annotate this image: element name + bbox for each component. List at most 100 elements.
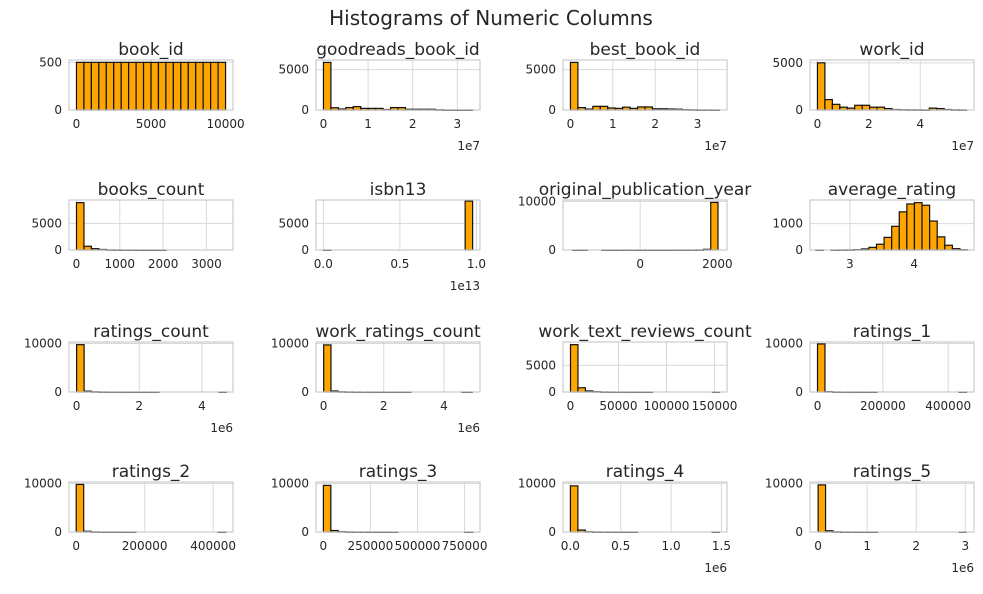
histogram-bar bbox=[166, 62, 173, 110]
histogram-bar bbox=[77, 345, 84, 392]
x-tick-label: 400000 bbox=[190, 539, 236, 553]
y-tick-label: 5000 bbox=[772, 56, 803, 70]
axes-frame bbox=[69, 482, 233, 532]
y-tick-label: 0 bbox=[54, 385, 62, 399]
x-offset-label: 1e7 bbox=[457, 139, 480, 153]
histogram-bar bbox=[114, 62, 121, 110]
histogram-bar bbox=[832, 104, 839, 110]
histogram-bar bbox=[158, 62, 165, 110]
axes-frame bbox=[563, 482, 727, 532]
y-tick-label: 0 bbox=[548, 385, 556, 399]
histogram-bar bbox=[922, 205, 930, 250]
axes-frame bbox=[316, 482, 480, 532]
histogram-bar bbox=[818, 344, 825, 392]
histogram-bar bbox=[578, 388, 585, 392]
x-tick-label: 3 bbox=[694, 117, 702, 131]
subplot-title: average_rating bbox=[828, 180, 956, 200]
axes-frame bbox=[563, 60, 727, 110]
x-offset-label: 1e6 bbox=[951, 561, 974, 575]
y-tick-label: 10000 bbox=[24, 336, 62, 350]
subplot-title: ratings_3 bbox=[359, 462, 438, 482]
histogram-bar bbox=[76, 484, 83, 532]
x-tick-label: 1.0 bbox=[662, 539, 681, 553]
axes-frame bbox=[810, 60, 974, 110]
histogram-bar bbox=[862, 105, 869, 110]
histogram-bar bbox=[817, 63, 824, 110]
histogram-bar bbox=[899, 212, 907, 250]
y-tick-label: 0 bbox=[301, 103, 309, 117]
y-tick-label: 10000 bbox=[271, 336, 309, 350]
histogram-bar bbox=[91, 62, 98, 110]
histogram-bar bbox=[218, 62, 225, 110]
axes-frame bbox=[69, 200, 233, 250]
x-tick-label: 100000 bbox=[644, 399, 690, 413]
y-tick-label: 0 bbox=[548, 525, 556, 539]
y-tick-label: 0 bbox=[301, 525, 309, 539]
histogram-bar bbox=[907, 204, 915, 250]
histogram-bar bbox=[570, 345, 577, 392]
histogram-bar bbox=[825, 100, 832, 110]
histogram-bar bbox=[323, 62, 330, 110]
x-tick-label: 0 bbox=[636, 257, 644, 271]
x-tick-label: 50000 bbox=[599, 399, 637, 413]
x-tick-label: 1 bbox=[364, 117, 372, 131]
x-tick-label: 2000 bbox=[702, 257, 733, 271]
axes-frame bbox=[810, 482, 974, 532]
x-tick-label: 3000 bbox=[191, 257, 222, 271]
x-tick-label: 0.0 bbox=[561, 539, 580, 553]
x-tick-label: 0 bbox=[72, 539, 80, 553]
axes-frame bbox=[316, 342, 480, 392]
x-offset-label: 1e6 bbox=[457, 421, 480, 435]
histogram-bar bbox=[84, 62, 91, 110]
histogram-bar bbox=[121, 62, 128, 110]
subplot-title: goodreads_book_id bbox=[316, 40, 479, 60]
axes-frame bbox=[563, 342, 727, 392]
x-tick-label: 0 bbox=[567, 399, 575, 413]
histogram-bar bbox=[570, 62, 577, 110]
figure-title: Histograms of Numeric Columns bbox=[329, 6, 653, 30]
histogram-bar bbox=[188, 62, 195, 110]
subplot-title: work_text_reviews_count bbox=[538, 322, 752, 342]
axes-frame bbox=[563, 200, 727, 250]
x-tick-label: 5000 bbox=[136, 117, 167, 131]
x-tick-label: 0 bbox=[567, 117, 575, 131]
y-tick-label: 500 bbox=[39, 55, 62, 69]
histogram-bar bbox=[855, 105, 862, 110]
histogram-bar bbox=[76, 62, 83, 110]
x-tick-label: 750000 bbox=[442, 539, 488, 553]
x-tick-label: 0 bbox=[320, 539, 328, 553]
x-tick-label: 400000 bbox=[925, 399, 971, 413]
x-tick-label: 0 bbox=[814, 117, 822, 131]
x-tick-label: 0.0 bbox=[314, 257, 333, 271]
histogram-bar bbox=[181, 62, 188, 110]
histogram-bar bbox=[570, 486, 577, 532]
y-tick-label: 5000 bbox=[278, 63, 309, 77]
x-tick-label: 200000 bbox=[122, 539, 168, 553]
subplot-title: best_book_id bbox=[590, 40, 701, 60]
y-tick-label: 10000 bbox=[518, 194, 556, 208]
axes-frame bbox=[316, 60, 480, 110]
axes-frame bbox=[810, 342, 974, 392]
x-offset-label: 1e6 bbox=[210, 421, 233, 435]
y-tick-label: 0 bbox=[795, 103, 803, 117]
y-tick-label: 10000 bbox=[518, 476, 556, 490]
subplot-title: original_publication_year bbox=[539, 180, 752, 200]
histogram-bar bbox=[211, 62, 218, 110]
x-tick-label: 0 bbox=[814, 399, 822, 413]
subplot-title: ratings_2 bbox=[112, 462, 191, 482]
histogram-bar bbox=[106, 62, 113, 110]
histogram-bar bbox=[323, 485, 330, 532]
x-tick-label: 3 bbox=[961, 539, 969, 553]
y-tick-label: 10000 bbox=[24, 476, 62, 490]
x-offset-label: 1e13 bbox=[450, 279, 480, 293]
y-tick-label: 0 bbox=[54, 243, 62, 257]
x-tick-label: 250000 bbox=[348, 539, 394, 553]
subplot-title: ratings_5 bbox=[853, 462, 932, 482]
